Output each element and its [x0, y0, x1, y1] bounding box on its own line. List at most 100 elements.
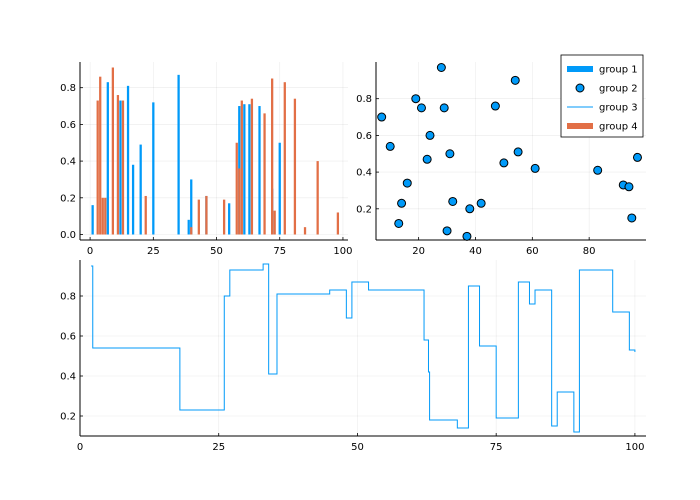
bar-group-1	[106, 82, 109, 235]
x-tick-label: 75	[273, 246, 286, 257]
x-tick-label: 80	[583, 246, 596, 257]
x-tick-label: 60	[526, 246, 539, 257]
x-tick-label: 25	[212, 442, 225, 453]
x-tick-label: 0	[87, 246, 93, 257]
scatter-point	[385, 141, 395, 151]
scatter-point	[425, 130, 435, 140]
scatter-point	[411, 94, 421, 104]
y-tick-label: 0.6	[60, 120, 76, 131]
scatter-point	[593, 165, 603, 175]
bar-group-4	[336, 212, 340, 235]
bar-group-1	[228, 203, 231, 235]
bar-group-4	[96, 100, 99, 235]
bar-group-1	[131, 164, 135, 235]
bar-group-4	[293, 98, 297, 235]
scatter-point	[632, 152, 642, 162]
bar-group-4	[197, 199, 200, 235]
bar-group-1	[190, 179, 193, 235]
scatter-point	[402, 178, 412, 188]
scatter-point	[377, 112, 387, 122]
bar-group-4	[222, 199, 226, 235]
x-tick-label: 25	[147, 246, 160, 257]
x-tick-label: 20	[412, 246, 425, 257]
panel-bar-chart: 0 25 50 75 100 0.0 0.2 0.4 0.6 0.8	[60, 62, 352, 257]
x-tick-label: 40	[469, 246, 482, 257]
legend-label-group-1: group 1	[599, 65, 638, 76]
legend-swatch-group-2	[575, 83, 585, 93]
bar-group-1	[119, 100, 122, 235]
bar-group-4	[250, 98, 254, 235]
scatter-point	[397, 198, 407, 208]
scatter-point	[476, 198, 486, 208]
bar-group-1	[126, 85, 130, 235]
y-tick-label: 0.4	[60, 372, 76, 383]
bar-group-4	[101, 197, 104, 235]
bar-group-4	[316, 161, 319, 235]
x-tick-label: 50	[210, 246, 223, 257]
bar-group-4	[238, 168, 241, 235]
bar-group-4	[263, 113, 266, 235]
y-tick-label: 0.2	[356, 204, 372, 215]
legend-label-group-4: group 4	[599, 122, 638, 133]
scatter-point	[445, 149, 455, 159]
y-tick-label: 0.4	[60, 157, 76, 168]
bar-group-4	[205, 195, 208, 235]
scatter-point	[394, 218, 404, 228]
bar-group-1	[152, 102, 155, 235]
y-tick-label: 0.6	[60, 332, 76, 343]
bar-group-4	[240, 100, 243, 235]
scatter-point	[490, 101, 500, 111]
bar-group-4	[121, 100, 125, 235]
scatter-point	[530, 163, 540, 173]
bar-group-4	[190, 227, 193, 235]
scatter-point	[436, 63, 446, 73]
series-line-group-3	[91, 263, 636, 433]
x-tick-label: 50	[351, 442, 364, 453]
y-tick-label: 0.2	[60, 412, 76, 423]
legend-label-group-2: group 2	[599, 84, 638, 95]
x-tick-label: 0	[77, 442, 83, 453]
legend-swatch-group-1	[567, 66, 593, 72]
legend: group 1 group 2 group 3 group 4	[560, 54, 644, 138]
bar-group-4	[111, 67, 115, 235]
x-tick-label: 100	[625, 442, 644, 453]
y-tick-label: 0.2	[60, 193, 76, 204]
bar-group-1	[248, 104, 251, 235]
scatter-point	[442, 226, 452, 236]
bar-group-1	[187, 219, 190, 235]
x-tick-label: 75	[490, 442, 503, 453]
scatter-point	[448, 196, 458, 206]
scatter-point	[462, 231, 472, 241]
y-tick-label: 0.8	[356, 94, 372, 105]
scatter-point	[416, 103, 426, 113]
bar-group-1	[139, 144, 142, 235]
scatter-point	[513, 147, 523, 157]
y-tick-label: 0.4	[356, 168, 372, 179]
bar-group-1	[91, 205, 94, 235]
x-tick-label: 100	[333, 246, 352, 257]
bar-group-4	[99, 76, 102, 235]
bar-group-4	[273, 210, 276, 235]
y-tick-label: 0.8	[60, 292, 76, 303]
scatter-point	[422, 154, 432, 164]
legend-label-group-3: group 3	[599, 103, 638, 114]
scatter-point	[510, 75, 520, 85]
bar-group-1	[278, 142, 281, 235]
bar-group-4	[271, 78, 274, 235]
y-tick-label: 0.0	[60, 230, 76, 241]
bar-group-1	[243, 104, 246, 235]
y-tick-label: 0.6	[356, 131, 372, 142]
scatter-point	[624, 182, 634, 192]
y-tick-label: 0.8	[60, 83, 76, 94]
bar-group-4	[235, 142, 238, 235]
legend-swatch-group-4	[567, 123, 593, 129]
bar-group-4	[104, 197, 107, 235]
panel-step-line-chart: 0 25 50 75 100 0.2 0.4 0.6 0.8	[60, 260, 646, 453]
bar-group-1	[177, 74, 180, 235]
scatter-point	[439, 103, 449, 113]
bar-group-4	[283, 82, 286, 235]
scatter-point	[465, 204, 475, 214]
scatter-point	[627, 213, 637, 223]
